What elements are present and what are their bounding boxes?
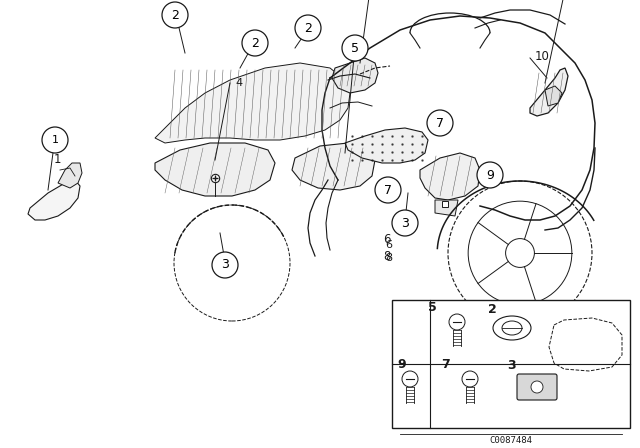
Polygon shape	[435, 200, 458, 216]
Text: 10: 10	[535, 50, 550, 63]
Polygon shape	[155, 63, 350, 143]
Text: 7: 7	[440, 358, 449, 371]
Circle shape	[242, 30, 268, 56]
Ellipse shape	[493, 316, 531, 340]
Polygon shape	[530, 68, 568, 116]
Circle shape	[162, 2, 188, 28]
Circle shape	[402, 371, 418, 387]
Bar	[392, 300, 630, 428]
Ellipse shape	[502, 321, 522, 335]
Text: 2: 2	[488, 303, 497, 316]
Text: 8: 8	[385, 253, 392, 263]
Text: 2: 2	[251, 36, 259, 49]
Text: C0087484: C0087484	[490, 436, 532, 445]
Circle shape	[531, 381, 543, 393]
Polygon shape	[28, 180, 80, 220]
Text: 9: 9	[397, 358, 406, 371]
Text: 7: 7	[436, 116, 444, 129]
Text: 4: 4	[235, 78, 242, 88]
Text: 3: 3	[508, 359, 516, 372]
Polygon shape	[332, 58, 378, 93]
Circle shape	[295, 15, 321, 41]
Circle shape	[342, 35, 368, 61]
Text: 6: 6	[385, 240, 392, 250]
Circle shape	[449, 314, 465, 330]
Circle shape	[375, 177, 401, 203]
FancyBboxPatch shape	[517, 374, 557, 400]
Text: 2: 2	[304, 22, 312, 34]
Text: 6: 6	[383, 233, 390, 246]
Polygon shape	[420, 153, 480, 200]
Circle shape	[477, 162, 503, 188]
Text: 3: 3	[221, 258, 229, 271]
Text: 7: 7	[384, 184, 392, 197]
Text: 1: 1	[54, 153, 61, 166]
Polygon shape	[292, 143, 375, 190]
Text: 2: 2	[171, 9, 179, 22]
Polygon shape	[345, 128, 428, 163]
Text: 1: 1	[51, 135, 58, 145]
Circle shape	[42, 127, 68, 153]
Text: 8: 8	[383, 250, 390, 263]
Text: 3: 3	[401, 216, 409, 229]
Circle shape	[427, 110, 453, 136]
Text: 5: 5	[351, 42, 359, 55]
Circle shape	[462, 371, 478, 387]
Polygon shape	[545, 86, 562, 106]
Text: 9: 9	[486, 168, 494, 181]
Circle shape	[392, 210, 418, 236]
Circle shape	[212, 252, 238, 278]
Text: 5: 5	[428, 301, 436, 314]
Polygon shape	[58, 163, 82, 188]
Polygon shape	[155, 143, 275, 196]
